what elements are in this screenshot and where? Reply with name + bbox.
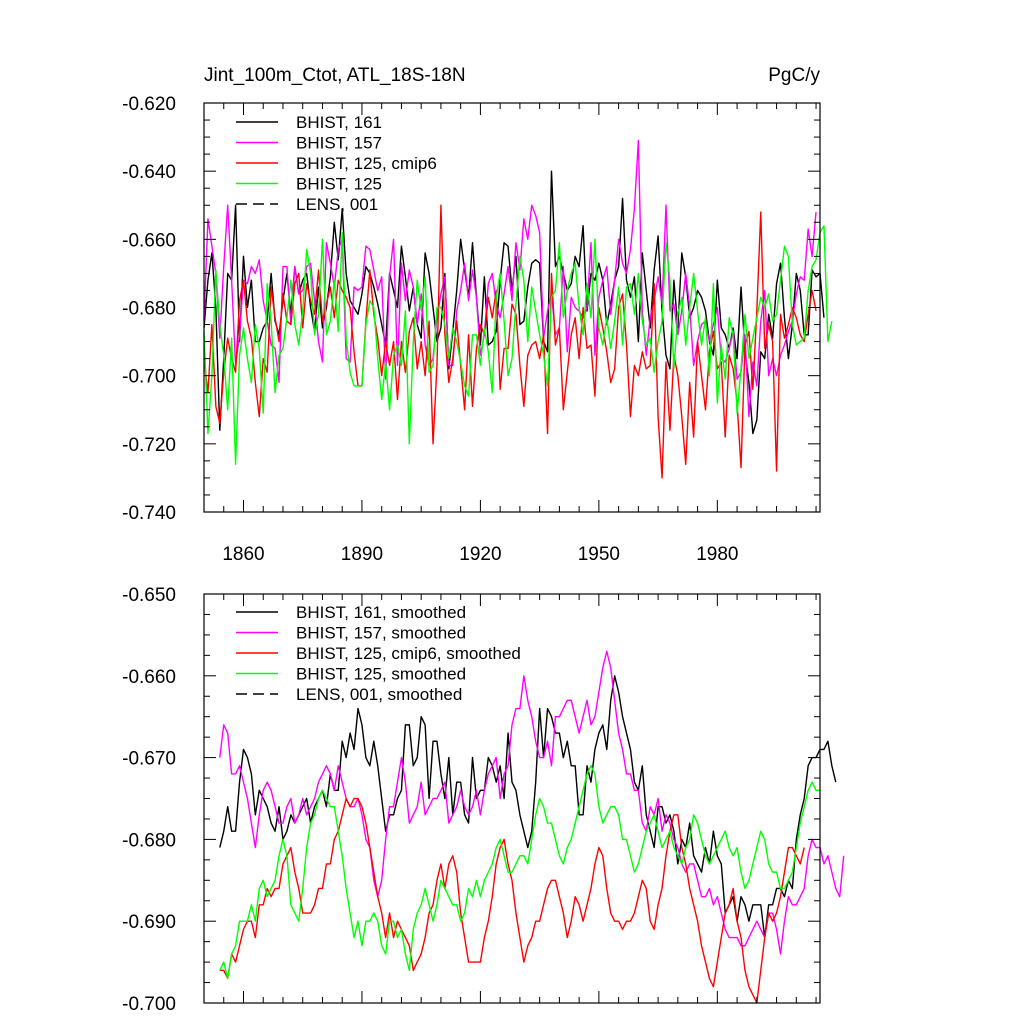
bottom-panel: -0.650 -0.660 -0.670 -0.680 -0.690 -0.700 BHIS… [122, 585, 845, 1015]
y-tick-label: -0.700 [122, 367, 176, 388]
y-tick-label: -0.740 [122, 503, 176, 524]
top-panel: 1860 1890 1920 1950 1980 -0.620 -0.640 -0.660 -0… [122, 65, 833, 565]
legend-label: BHIST, 125, smoothed [296, 665, 466, 684]
y-tick-label: -0.700 [122, 994, 176, 1015]
y-tick-label: -0.660 [122, 230, 176, 251]
legend-label: BHIST, 157 [296, 134, 382, 153]
y-tick-label: -0.640 [122, 162, 176, 183]
x-tick-label: 1980 [696, 544, 738, 565]
legend-label: LENS, 001, smoothed [296, 685, 462, 704]
x-tick-label: 1890 [341, 544, 383, 565]
legend-label: BHIST, 125 [296, 175, 382, 194]
legend-label: LENS, 001 [296, 195, 378, 214]
y-tick-label: -0.620 [122, 94, 176, 115]
series-line-3 [203, 204, 817, 479]
x-tick-label: 1860 [222, 544, 264, 565]
series-line-2 [219, 650, 845, 955]
y-tick-label: -0.680 [122, 830, 176, 851]
series-line-1 [219, 675, 837, 939]
y-tick-label: -0.660 [122, 667, 176, 688]
y-tick-label: -0.670 [122, 749, 176, 770]
legend-label: BHIST, 125, cmip6 [296, 154, 437, 173]
x-tick-label: 1950 [578, 544, 620, 565]
legend-label: BHIST, 125, cmip6, smoothed [296, 644, 521, 663]
series-line-4 [203, 224, 833, 465]
series-line-3 [219, 797, 805, 1004]
x-tick-label: 1920 [459, 544, 501, 565]
y-tick-label: -0.690 [122, 912, 176, 933]
chart-title: Jint_100m_Ctot, ATL_18S-18N [204, 65, 466, 86]
y-tick-label: -0.720 [122, 435, 176, 456]
legend-label: BHIST, 157, smoothed [296, 624, 466, 643]
legend-label: BHIST, 161 [296, 113, 382, 132]
y-tick-label: -0.680 [122, 299, 176, 320]
legend-label: BHIST, 161, smoothed [296, 603, 466, 622]
chart-units: PgC/y [768, 65, 820, 86]
y-tick-label: -0.650 [122, 585, 176, 606]
series-line-4 [219, 765, 820, 980]
